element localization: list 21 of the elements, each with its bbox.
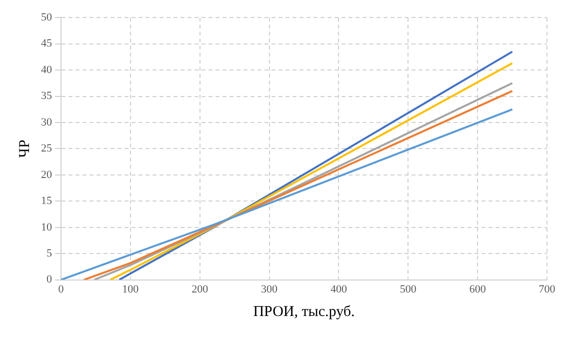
x-tick-label: 500 <box>400 283 417 296</box>
y-tick-label: 40 <box>41 64 52 76</box>
y-tick-label: 45 <box>41 38 52 50</box>
x-tick-label: 200 <box>192 283 209 296</box>
y-tick-label: 15 <box>41 195 52 208</box>
x-tick-label: 0 <box>58 283 64 296</box>
y-axis-title: ЧР <box>16 140 33 158</box>
y-tick-label: 35 <box>41 90 52 102</box>
x-tick-label: 400 <box>330 283 348 296</box>
y-tick-label: 50 <box>41 11 52 24</box>
x-tick-label: 300 <box>261 283 278 296</box>
y-tick-label: 20 <box>41 168 52 181</box>
y-tick-label: 30 <box>41 116 52 128</box>
x-axis-title: ПРОИ, тыс.руб. <box>253 304 355 320</box>
y-tick-label: 10 <box>41 221 52 234</box>
x-tick-label: 700 <box>538 283 556 296</box>
y-tick-label: 0 <box>46 274 52 286</box>
y-tick-label: 25 <box>41 142 52 155</box>
x-tick-label: 100 <box>122 283 140 296</box>
y-tick-label: 5 <box>46 247 52 260</box>
x-tick-label: 600 <box>469 283 486 296</box>
